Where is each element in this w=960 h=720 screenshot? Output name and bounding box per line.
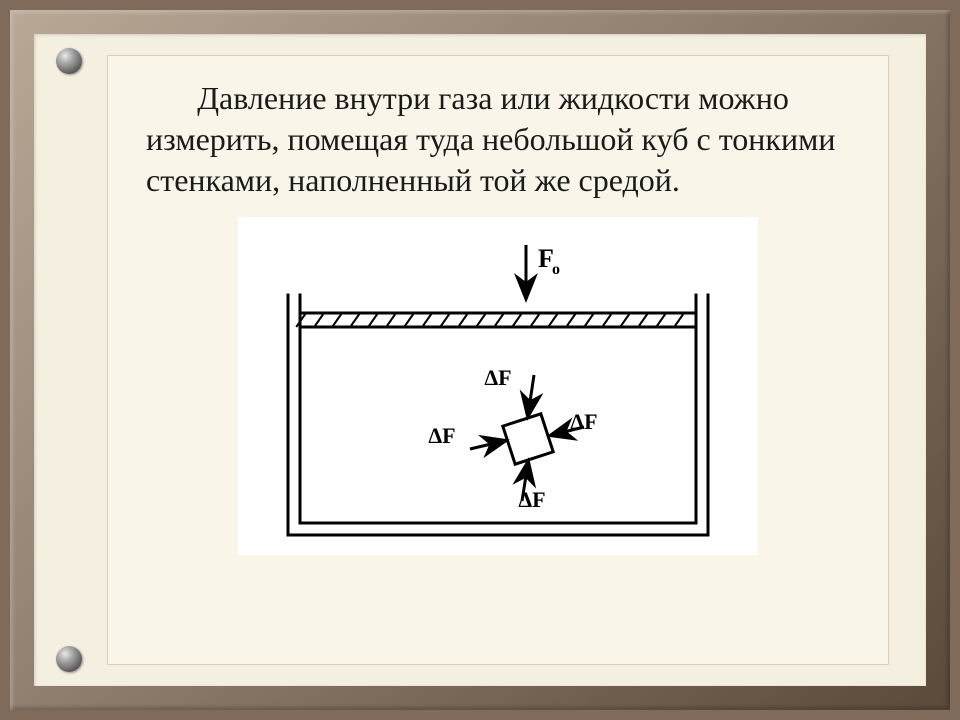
paragraph-text: Давление внутри газа или жидкости можно … (108, 56, 888, 213)
rivet-top-left (56, 48, 82, 74)
diagram-container: FoΔFΔFΔFΔF (108, 217, 888, 555)
content-card: Давление внутри газа или жидкости можно … (108, 56, 888, 664)
svg-text:ΔF: ΔF (570, 409, 597, 434)
svg-text:ΔF: ΔF (518, 487, 545, 512)
slide-frame: Давление внутри газа или жидкости можно … (0, 0, 960, 720)
svg-text:ΔF: ΔF (484, 365, 511, 390)
svg-text:o: o (552, 261, 560, 278)
rivet-bottom-left (56, 646, 82, 672)
svg-text:ΔF: ΔF (428, 423, 455, 448)
pressure-diagram: FoΔFΔFΔFΔF (238, 217, 758, 555)
